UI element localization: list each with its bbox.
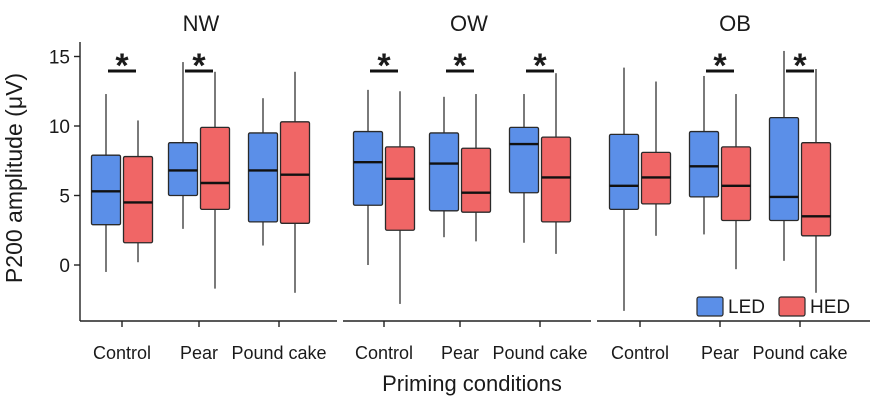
box-hed [540, 73, 572, 254]
x-axes: Control Pear Pound cake Control Pear Pound ca… [80, 320, 870, 363]
box-hed [800, 69, 832, 293]
panel-titles: NW OW OB [183, 11, 751, 36]
legend-label-hed: HED [810, 297, 850, 318]
box-iqr [540, 136, 572, 223]
box-iqr [428, 132, 460, 212]
panel-title-ow: OW [450, 11, 488, 36]
x-tick-label: Pound cake [752, 343, 847, 363]
box-iqr [800, 142, 832, 237]
significance-star: * [377, 47, 391, 85]
plot-area [90, 50, 832, 311]
legend: LED HED [696, 296, 850, 318]
significance-marker: * [786, 47, 814, 85]
box-hed [640, 81, 672, 236]
y-axis-title: P200 amplitude (μV) [1, 73, 27, 283]
box-iqr [122, 155, 154, 244]
box-led [167, 62, 199, 229]
significance-marker: * [526, 47, 554, 85]
box-led [508, 94, 540, 243]
box-led [608, 67, 640, 311]
box-iqr [352, 130, 384, 206]
panel-title-nw: NW [183, 11, 220, 36]
x-tick-label: Control [611, 343, 669, 363]
box-led [247, 98, 279, 246]
box-hed [279, 71, 311, 293]
significance-marker: * [370, 47, 398, 85]
box-iqr [720, 146, 752, 222]
x-axis-title: Priming conditions [382, 371, 562, 396]
box-hed [720, 94, 752, 270]
significance-markers: * * * * * * * [108, 47, 814, 85]
box-hed [122, 120, 154, 263]
box-iqr [508, 126, 540, 194]
x-tick-label: Pear [180, 343, 218, 363]
box-hed [384, 91, 416, 304]
y-tick-label: 0 [59, 256, 70, 277]
legend-swatch-led [696, 296, 724, 317]
box-iqr [384, 146, 416, 231]
significance-star: * [115, 47, 129, 85]
box-led [90, 94, 122, 272]
box-led [428, 96, 460, 238]
box-iqr [247, 132, 279, 223]
box-iqr [460, 147, 492, 213]
legend-label-led: LED [728, 297, 765, 318]
significance-star: * [453, 47, 467, 85]
significance-marker: * [185, 47, 213, 85]
significance-star: * [793, 47, 807, 85]
box-hed [460, 94, 492, 242]
panel-title-ob: OB [719, 11, 751, 36]
y-tick-label: 5 [59, 187, 70, 208]
box-led [768, 50, 800, 261]
significance-marker: * [446, 47, 474, 85]
legend-swatch-hed [778, 296, 806, 317]
box-iqr [608, 133, 640, 211]
x-tick-label: Pear [441, 343, 479, 363]
x-tick-label: Pound cake [231, 343, 326, 363]
box-iqr [199, 126, 231, 211]
significance-marker: * [108, 47, 136, 85]
y-axis: 0 5 10 15 [49, 42, 81, 321]
box-iqr [688, 130, 720, 198]
box-iqr [279, 121, 311, 224]
x-tick-label: Pear [701, 343, 739, 363]
y-tick-label: 15 [49, 48, 70, 69]
y-tick-label: 10 [49, 117, 70, 138]
box-led [352, 89, 384, 265]
significance-star: * [713, 47, 727, 85]
box-led [688, 75, 720, 235]
box-iqr [90, 154, 122, 226]
x-tick-label: Control [355, 343, 413, 363]
x-tick-label: Pound cake [492, 343, 587, 363]
box-hed [199, 71, 231, 289]
box-iqr [167, 142, 199, 197]
box-iqr [768, 117, 800, 222]
significance-marker: * [706, 47, 734, 85]
significance-star: * [192, 47, 206, 85]
x-tick-label: Control [93, 343, 151, 363]
significance-star: * [533, 47, 547, 85]
